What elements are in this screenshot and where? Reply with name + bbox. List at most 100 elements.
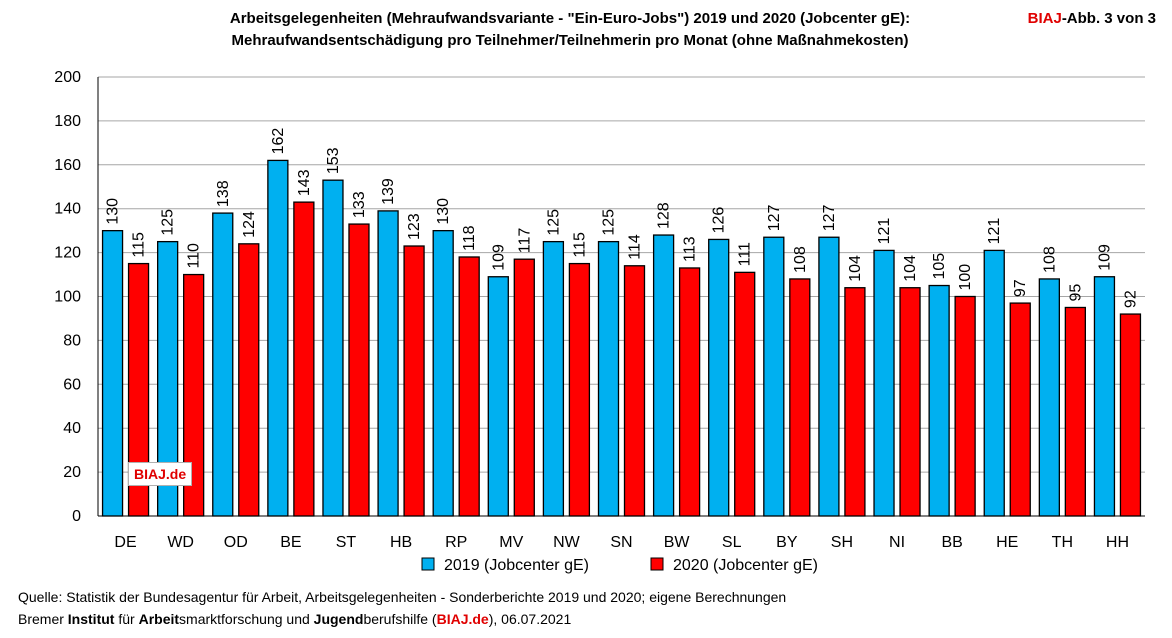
data-label: 110 bbox=[186, 243, 203, 269]
x-tick-label: RP bbox=[445, 534, 467, 551]
bar-2020-BE bbox=[293, 201, 315, 517]
x-tick-label: HH bbox=[1106, 534, 1129, 551]
figure-badge: BIAJ-Abb. 3 von 3 bbox=[1028, 8, 1156, 30]
badge-label: -Abb. 3 von 3 bbox=[1061, 10, 1156, 27]
data-label: 104 bbox=[847, 255, 864, 282]
bar-2019-NW bbox=[542, 240, 565, 517]
data-label: 128 bbox=[656, 202, 673, 229]
x-tick-label: TH bbox=[1052, 534, 1073, 551]
bar-2020-MV bbox=[513, 258, 535, 517]
data-label: 133 bbox=[351, 191, 368, 218]
data-label: 125 bbox=[545, 209, 562, 236]
bar-2020-ST bbox=[348, 223, 370, 517]
data-label: 113 bbox=[682, 236, 699, 262]
bar-2019-NI bbox=[873, 249, 895, 517]
x-tick-label: SN bbox=[610, 534, 632, 551]
watermark: BIAJ.de bbox=[128, 462, 193, 486]
data-label: 105 bbox=[931, 253, 948, 280]
data-label: 162 bbox=[270, 128, 287, 155]
bar-2019-MV bbox=[487, 276, 509, 517]
data-label: 97 bbox=[1012, 279, 1029, 297]
publisher-part-2: für bbox=[114, 611, 139, 627]
data-label: 109 bbox=[1096, 244, 1113, 271]
bar-2020-BB bbox=[954, 295, 976, 517]
x-tick-label: HB bbox=[390, 534, 412, 551]
publisher-note: Bremer Institut für Arbeitsmarktforschun… bbox=[18, 610, 571, 628]
bars bbox=[101, 159, 1142, 517]
y-tick-label: 40 bbox=[63, 420, 81, 437]
x-tick-label: SL bbox=[722, 534, 742, 551]
y-tick-label: 180 bbox=[54, 113, 81, 130]
y-tick-label: 20 bbox=[63, 464, 81, 481]
publisher-bold-2: Arbeit bbox=[138, 611, 180, 627]
bar-2020-NI bbox=[899, 287, 921, 517]
x-tick-label: WD bbox=[167, 534, 194, 551]
x-tick-label: HE bbox=[996, 534, 1018, 551]
bar-2019-HE bbox=[983, 249, 1005, 517]
data-label: 124 bbox=[241, 211, 258, 238]
x-tick-label: SH bbox=[831, 534, 853, 551]
x-tick-label: BB bbox=[941, 534, 962, 551]
bar-2019-BW bbox=[652, 234, 675, 517]
bar-2020-BY bbox=[789, 278, 811, 517]
data-label: 108 bbox=[1041, 246, 1058, 273]
legend-label-2020: 2020 (Jobcenter gE) bbox=[673, 557, 818, 574]
data-label: 126 bbox=[711, 207, 728, 234]
x-tick-label: BY bbox=[776, 534, 798, 551]
data-label: 125 bbox=[601, 209, 618, 236]
y-tick-label: 200 bbox=[54, 69, 81, 86]
bar-2019-DE bbox=[101, 229, 124, 517]
x-tick-label: MV bbox=[499, 534, 523, 551]
legend-swatch-2020 bbox=[650, 557, 664, 571]
y-axis-ticks: 0 20 40 60 80 100 120 140 160 180 200 bbox=[54, 69, 81, 525]
data-label: 111 bbox=[737, 242, 754, 266]
data-label: 138 bbox=[215, 180, 232, 207]
legend: 2019 (Jobcenter gE) 2020 (Jobcenter gE) bbox=[421, 557, 818, 574]
bar-2020-RP bbox=[458, 256, 480, 517]
data-label: 104 bbox=[902, 255, 919, 282]
publisher-part-1: Bremer bbox=[18, 611, 68, 627]
bar-2019-BB bbox=[928, 284, 950, 517]
data-label: 117 bbox=[516, 228, 533, 254]
badge-brand: BIAJ bbox=[1027, 10, 1062, 27]
publisher-bold-3: Jugend bbox=[313, 611, 364, 627]
x-tick-label: DE bbox=[114, 534, 136, 551]
publisher-bold-1: Institut bbox=[67, 611, 115, 627]
x-tick-label: NW bbox=[553, 534, 581, 551]
bar-2019-SN bbox=[597, 240, 620, 517]
title-line-1: Arbeitsgelegenheiten (Mehraufwandsvarian… bbox=[229, 10, 911, 27]
bar-2019-OD bbox=[212, 212, 234, 517]
bar-2020-SH bbox=[844, 287, 866, 517]
x-tick-label: OD bbox=[224, 534, 248, 551]
data-label: 127 bbox=[766, 204, 783, 231]
y-tick-label: 100 bbox=[54, 289, 81, 306]
bar-2020-WD bbox=[183, 273, 205, 517]
bar-2019-HH bbox=[1093, 276, 1116, 517]
data-label: 123 bbox=[406, 213, 423, 240]
bar-2020-HH bbox=[1119, 313, 1142, 517]
bar-2019-WD bbox=[157, 240, 179, 517]
y-tick-label: 160 bbox=[54, 157, 81, 174]
bar-2020-TH bbox=[1064, 306, 1086, 517]
x-tick-label: BW bbox=[664, 534, 691, 551]
data-label: 125 bbox=[160, 209, 177, 236]
data-label: 153 bbox=[325, 147, 342, 174]
bar-2019-HB bbox=[377, 210, 399, 517]
y-tick-label: 120 bbox=[54, 245, 81, 262]
data-label: 118 bbox=[461, 225, 478, 251]
publisher-link: BIAJ.de bbox=[436, 611, 489, 627]
bar-2020-SL bbox=[734, 271, 756, 517]
bar-2020-HE bbox=[1009, 302, 1031, 517]
data-label: 139 bbox=[380, 178, 397, 205]
bar-2020-SN bbox=[623, 265, 646, 517]
bar-2019-RP bbox=[432, 229, 454, 517]
data-label: 100 bbox=[957, 264, 974, 291]
bar-2019-TH bbox=[1038, 278, 1060, 517]
publisher-part-5: ), 06.07.2021 bbox=[488, 611, 572, 627]
data-label: 92 bbox=[1122, 290, 1139, 308]
bar-2019-SL bbox=[708, 238, 730, 517]
legend-label-2019: 2019 (Jobcenter gE) bbox=[444, 557, 589, 574]
data-label: 115 bbox=[571, 232, 588, 258]
publisher-part-3: smarktforschung und bbox=[179, 611, 314, 627]
data-label: 109 bbox=[490, 244, 507, 271]
